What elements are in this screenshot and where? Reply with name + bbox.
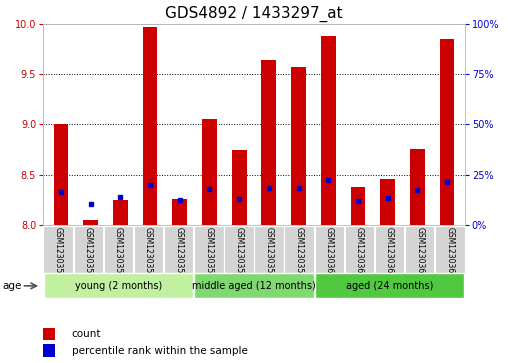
Bar [74,226,103,288]
Bar [172,199,187,225]
Text: young (2 months): young (2 months) [75,281,162,291]
Bar [284,226,314,288]
Text: GSM1230361: GSM1230361 [355,227,364,278]
Text: GSM1230353: GSM1230353 [114,227,123,278]
Text: percentile rank within the sample: percentile rank within the sample [72,346,248,355]
Text: GSM1230358: GSM1230358 [265,227,274,278]
Bar [375,226,404,288]
Text: GDS4892 / 1433297_at: GDS4892 / 1433297_at [165,5,343,22]
Bar [43,328,55,340]
Text: GSM1230354: GSM1230354 [144,227,153,278]
Text: GSM1230351: GSM1230351 [54,227,63,278]
Bar [53,124,69,225]
Bar [405,226,434,288]
Bar [164,226,194,288]
Bar [291,67,306,225]
Text: GSM1230355: GSM1230355 [174,227,183,278]
Text: age: age [3,281,22,291]
Text: GSM1230362: GSM1230362 [385,227,394,278]
Text: GSM1230352: GSM1230352 [84,227,93,278]
Bar [439,39,455,225]
Bar [113,200,128,225]
Bar [321,36,336,225]
Bar [351,187,365,225]
Bar [314,226,344,288]
Bar [344,226,374,288]
Text: middle aged (12 months): middle aged (12 months) [192,281,316,291]
Bar [143,26,157,225]
Text: GSM1230359: GSM1230359 [295,227,304,278]
Bar [255,226,284,288]
Bar [195,273,313,298]
Text: GSM1230360: GSM1230360 [325,227,334,278]
Text: GSM1230363: GSM1230363 [415,227,424,278]
Bar [315,273,464,298]
Bar [194,226,224,288]
Bar [435,226,464,288]
Bar [410,148,425,225]
Text: GSM1230356: GSM1230356 [204,227,213,278]
Bar [44,273,193,298]
Bar [43,344,55,357]
Bar [202,119,217,225]
Bar [83,220,98,225]
Text: aged (24 months): aged (24 months) [346,281,433,291]
Text: GSM1230364: GSM1230364 [445,227,454,278]
Bar [232,150,246,225]
Text: count: count [72,329,102,339]
Bar [104,226,133,288]
Bar [224,226,253,288]
Text: GSM1230357: GSM1230357 [234,227,243,278]
Bar [380,179,395,225]
Bar [134,226,164,288]
Bar [44,226,73,288]
Bar [262,60,276,225]
